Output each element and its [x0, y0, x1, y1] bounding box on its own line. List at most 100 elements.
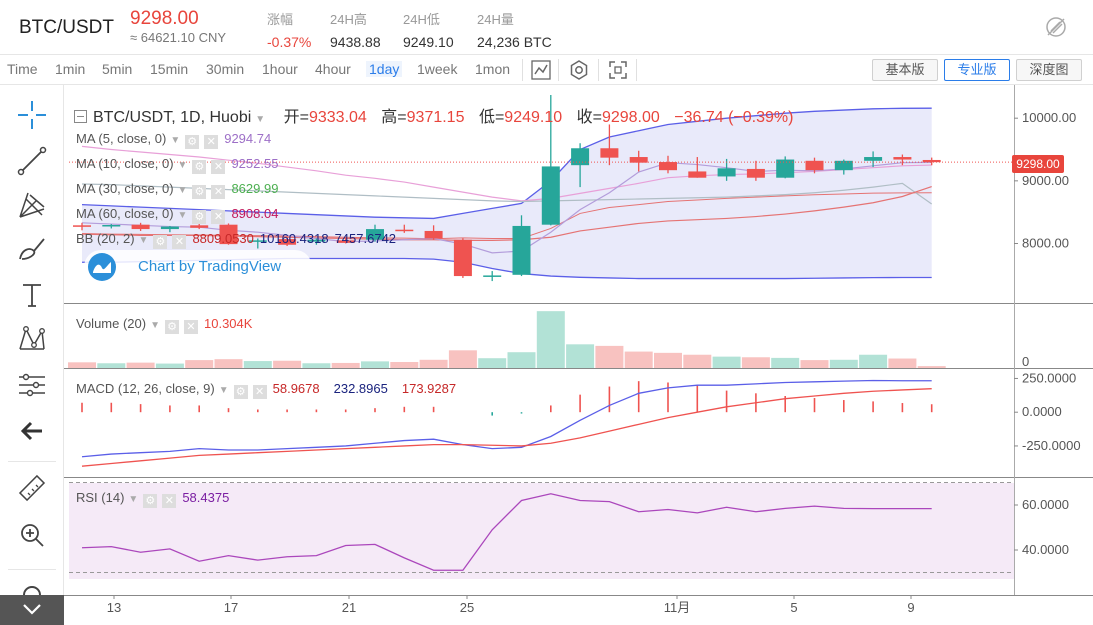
brush-icon[interactable]	[16, 233, 48, 265]
rsi-legend[interactable]: RSI (14) ▼ ⚙ ✕ 58.4375	[76, 490, 229, 508]
bb-legend[interactable]: BB (20, 2) ▼ ⚙ ✕ 8809.0530 10160.4318 7457.674…	[76, 231, 396, 249]
timeframe-30min[interactable]: 30min	[206, 61, 245, 77]
chevron-down-icon[interactable]: ▼	[177, 210, 188, 221]
close-icon[interactable]: ✕	[211, 160, 226, 174]
macd-tick-label: 250.0000	[1022, 370, 1076, 385]
volume-bar	[361, 361, 389, 368]
ma30-legend[interactable]: MA (30, close, 0) ▼ ⚙ ✕ 8629.99	[76, 181, 278, 199]
zoom-in-icon[interactable]	[16, 519, 48, 551]
gear-icon[interactable]: ⚙	[143, 494, 158, 508]
depth-view-button[interactable]: 深度图	[1016, 59, 1082, 81]
ma30-label: MA (30, close, 0)	[76, 181, 174, 196]
fullscreen-icon[interactable]	[607, 59, 629, 81]
stat-label: 涨幅	[267, 12, 294, 27]
volume-bar	[273, 360, 302, 368]
settings-icon[interactable]	[568, 59, 590, 81]
close-icon[interactable]: ✕	[211, 185, 226, 199]
pro-view-button[interactable]: 专业版	[944, 59, 1010, 81]
macd-tick-label: 0.0000	[1022, 404, 1062, 419]
macd-legend[interactable]: MACD (12, 26, close, 9) ▼ ⚙ ✕ 58.9678 232.896…	[76, 381, 456, 399]
timeframe-5min[interactable]: 5min	[102, 61, 133, 77]
rsi-tick-label: 60.0000	[1022, 497, 1069, 512]
gear-icon[interactable]: ⚙	[165, 320, 179, 334]
tools-scroll-down[interactable]	[0, 595, 64, 625]
bb-mid-value: 8809.0530	[192, 231, 254, 246]
volume-bar	[214, 359, 243, 368]
candle-body	[571, 148, 590, 166]
chevron-down-icon[interactable]: ▼	[138, 235, 149, 246]
close-label: 收=	[576, 109, 602, 126]
hide-drawings-icon[interactable]	[1045, 16, 1067, 38]
gear-icon[interactable]: ⚙	[185, 135, 200, 149]
candle-body	[278, 239, 297, 245]
close-icon[interactable]: ✕	[204, 135, 219, 149]
volume-bar	[595, 345, 624, 368]
timeframe-1min[interactable]: 1min	[55, 61, 86, 77]
back-arrow-icon[interactable]	[16, 415, 48, 447]
chevron-down-icon[interactable]: ▼	[177, 160, 188, 171]
time-tick-label: 9	[907, 600, 914, 615]
chevron-down-icon[interactable]: ▼	[218, 385, 229, 396]
volume-bar	[507, 352, 536, 368]
candle-body	[746, 168, 765, 178]
close-icon[interactable]: ✕	[172, 235, 187, 249]
timeframe-1mon[interactable]: 1mon	[475, 61, 511, 77]
ma5-legend[interactable]: MA (5, close, 0) ▼ ⚙ ✕ 9294.74	[76, 131, 271, 149]
gear-icon[interactable]: ⚙	[192, 210, 207, 224]
time-tick-label: 11月	[664, 600, 691, 615]
pattern-icon[interactable]	[16, 323, 48, 355]
close-icon[interactable]: ✕	[211, 210, 226, 224]
ruler-icon[interactable]	[16, 473, 48, 505]
candle-body	[776, 159, 795, 178]
chevron-down-icon[interactable]: ▼	[177, 185, 188, 196]
collapse-icon[interactable]	[74, 110, 87, 123]
chevron-down-icon[interactable]: ▼	[170, 135, 181, 146]
last-price: 9298.00	[130, 8, 199, 29]
candle-body	[483, 275, 502, 277]
gear-icon[interactable]: ⚙	[192, 185, 207, 199]
low-value: 9249.10	[504, 109, 563, 126]
pitchfork-icon[interactable]	[16, 189, 48, 221]
candle-body	[336, 240, 355, 243]
toolbar-divider	[598, 59, 599, 81]
pair-name[interactable]: BTC/USDT	[19, 17, 114, 38]
gear-icon[interactable]: ⚙	[153, 235, 168, 249]
timeframe-1day[interactable]: 1day	[366, 61, 403, 77]
volume-bar	[624, 351, 653, 368]
timeframe-time[interactable]: Time	[7, 61, 38, 77]
chevron-down-icon[interactable]: ▼	[128, 494, 139, 505]
basic-view-button[interactable]: 基本版	[872, 59, 938, 81]
timeframe-1week[interactable]: 1week	[417, 61, 458, 77]
volume-bar	[97, 363, 126, 368]
measure-icon[interactable]	[16, 369, 48, 401]
candle-body	[512, 225, 531, 275]
time-tick-label: 5	[790, 600, 797, 615]
crosshair-icon[interactable]	[16, 99, 48, 131]
close-icon[interactable]: ✕	[184, 320, 198, 334]
chevron-down-icon[interactable]: ▼	[150, 320, 160, 331]
timeframe-1hour[interactable]: 1hour	[262, 61, 298, 77]
timeframe-15min[interactable]: 15min	[150, 61, 189, 77]
close-icon[interactable]: ✕	[162, 494, 177, 508]
gear-icon[interactable]: ⚙	[233, 385, 248, 399]
ma10-legend[interactable]: MA (10, close, 0) ▼ ⚙ ✕ 9252.55	[76, 156, 278, 174]
stat-value: 24,236 BTC	[477, 34, 552, 50]
macd-signal-line	[81, 388, 932, 467]
timeframe-4hour[interactable]: 4hour	[315, 61, 351, 77]
series-title[interactable]: BTC/USDT, 1D, Huobi	[93, 109, 252, 126]
rsi-value: 58.4375	[182, 490, 230, 505]
chevron-down-icon[interactable]: ▼	[255, 114, 266, 125]
volume-legend[interactable]: Volume (20) ▼ ⚙ ✕ 10.304K	[76, 316, 252, 334]
text-icon[interactable]	[16, 279, 48, 311]
trendline-icon[interactable]	[16, 145, 48, 177]
ma60-value: 8908.04	[231, 206, 279, 221]
gear-icon[interactable]: ⚙	[192, 160, 207, 174]
ma60-legend[interactable]: MA (60, close, 0) ▼ ⚙ ✕ 8908.04	[76, 206, 278, 224]
tradingview-watermark[interactable]: Chart by TradingView	[84, 250, 312, 284]
magnet-icon[interactable]	[16, 581, 48, 613]
candle-body	[629, 157, 648, 163]
close-icon[interactable]: ✕	[252, 385, 267, 399]
tools-divider	[8, 569, 56, 570]
chart-type-icon[interactable]	[530, 59, 552, 81]
